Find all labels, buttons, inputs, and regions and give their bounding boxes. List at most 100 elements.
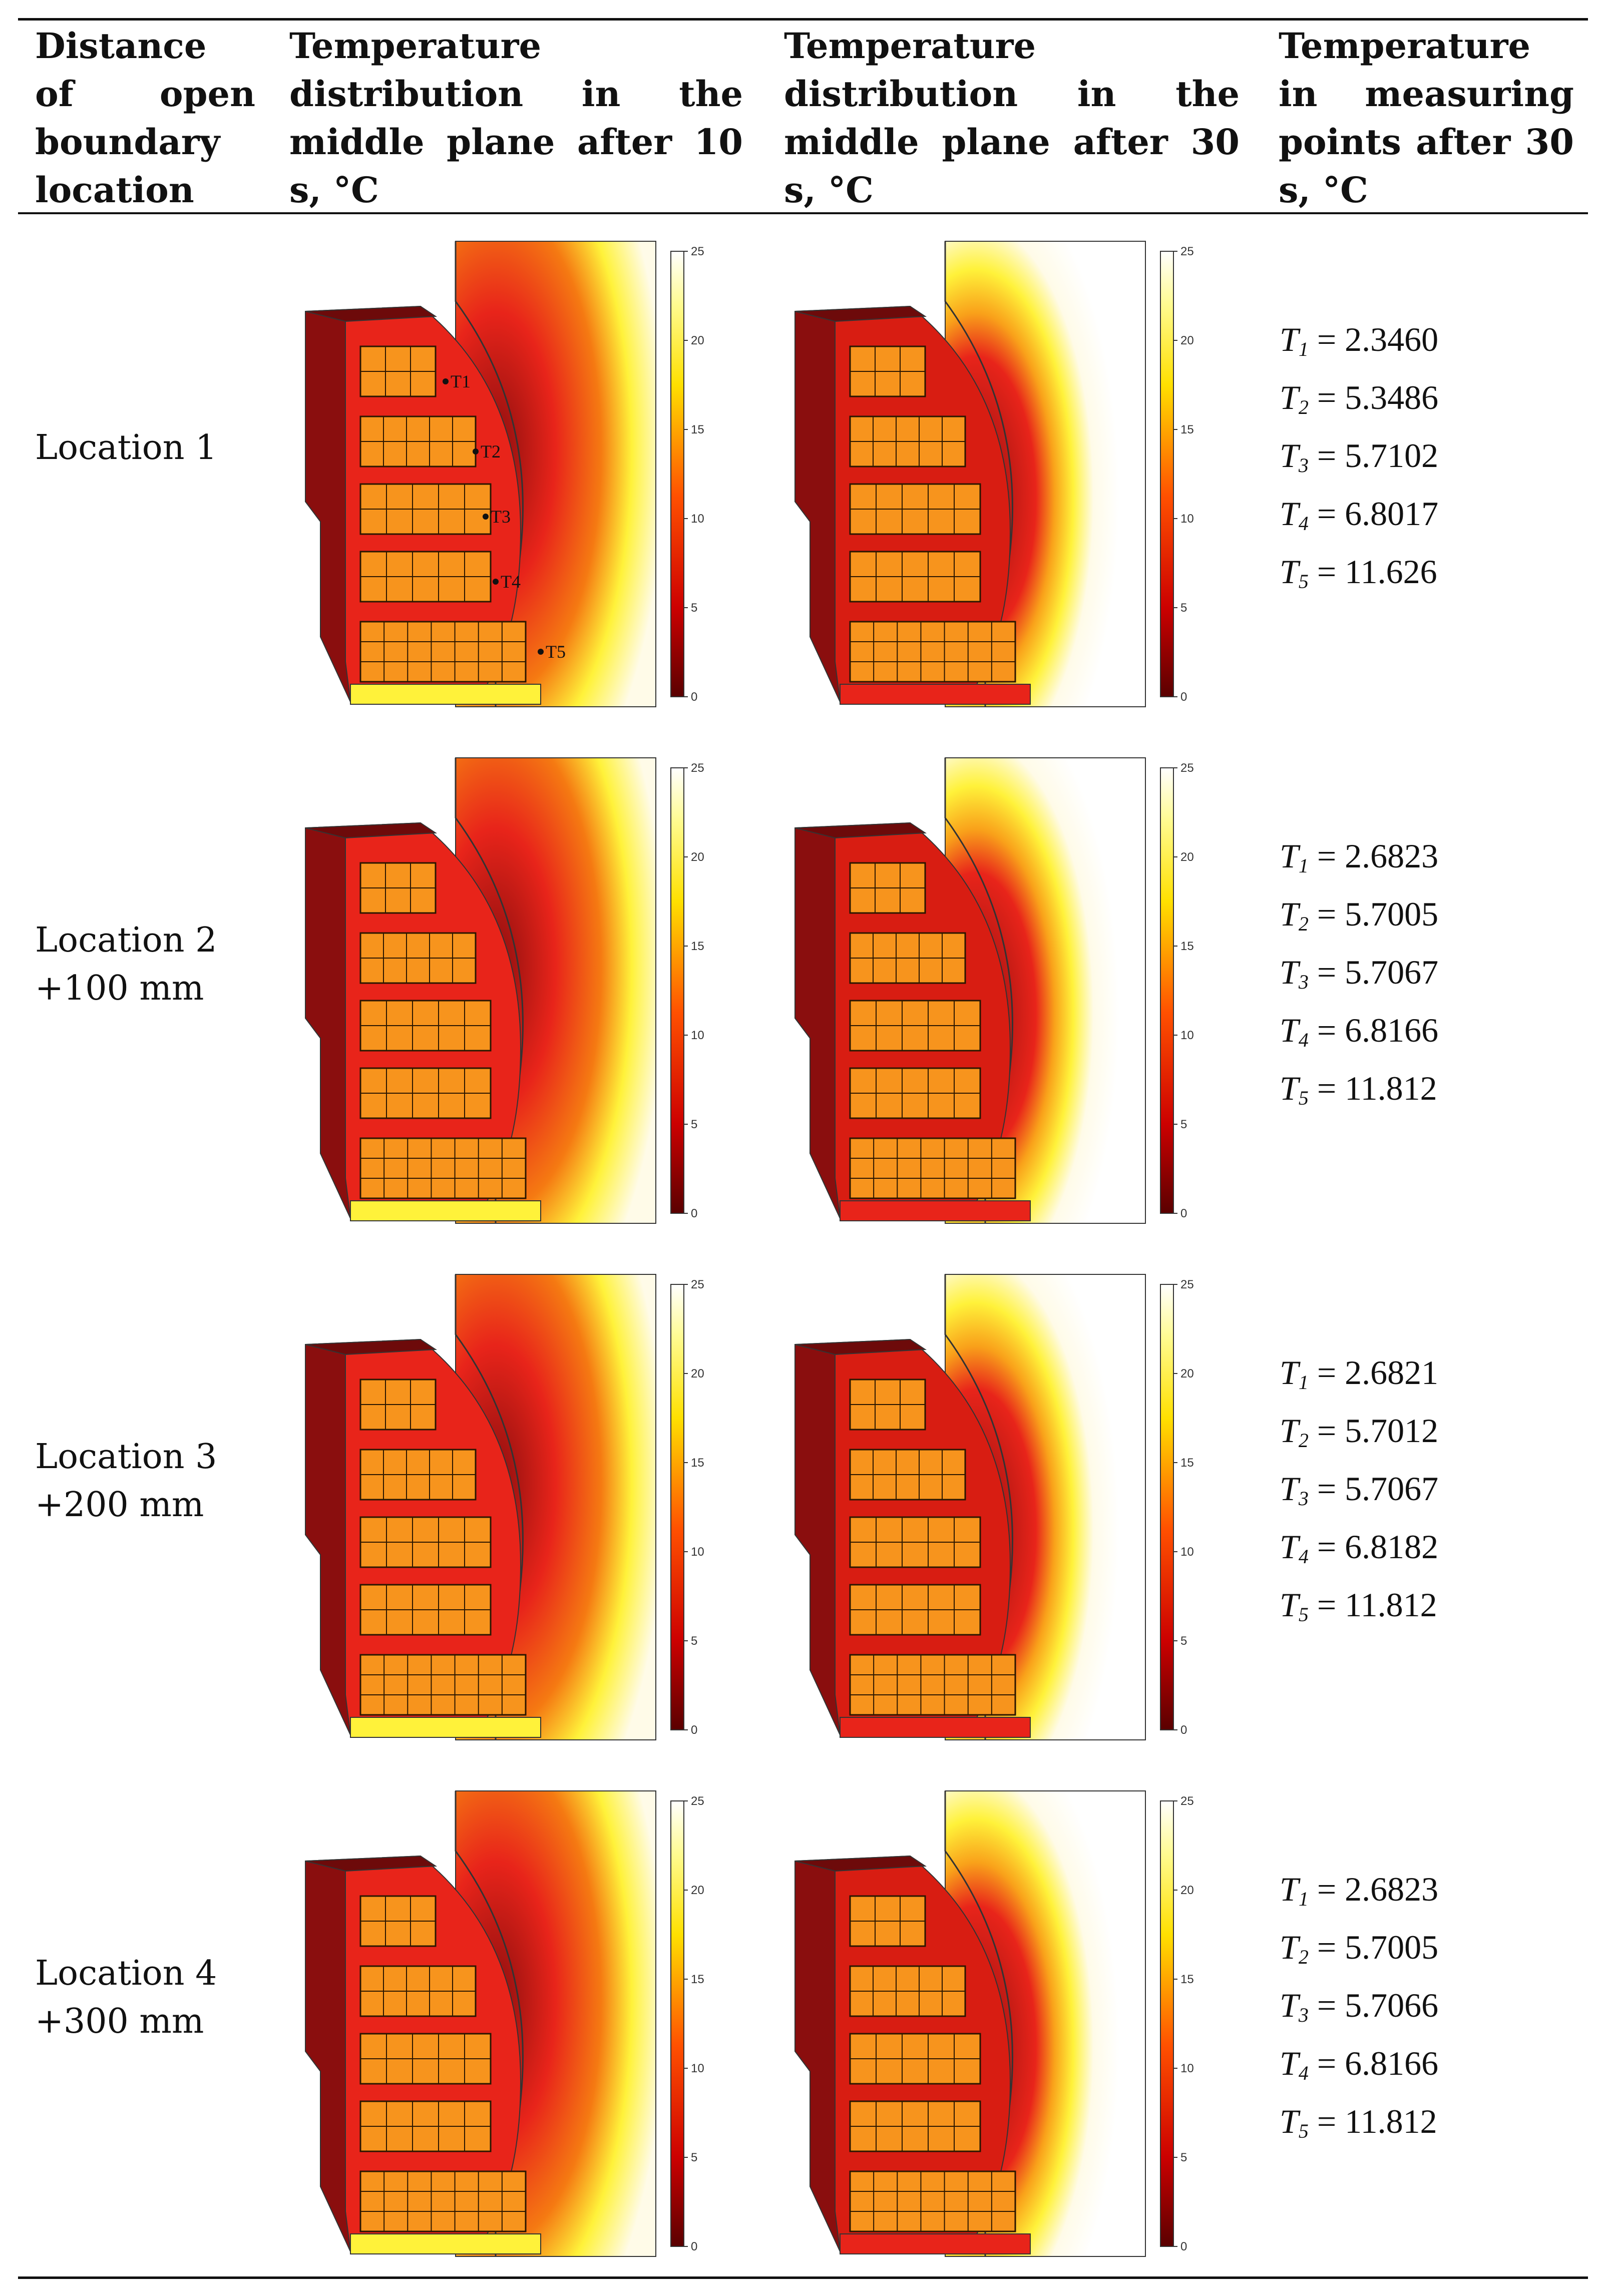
temperature-plot-10s: 0 5 10 15 20 25 xyxy=(305,1274,704,1740)
cabinet-top-wall xyxy=(305,822,438,839)
product-stack-2 xyxy=(849,415,966,468)
cabinet-top-wall xyxy=(794,822,927,839)
temp-reading: T3 = 5.7102 xyxy=(1280,436,1439,477)
cabinet-back-wall xyxy=(794,1861,841,2252)
product-stack-5 xyxy=(359,2170,527,2232)
product-stack-1 xyxy=(359,1379,437,1431)
temp-reading: T4 = 6.8166 xyxy=(1280,2044,1439,2084)
colorbar xyxy=(1160,1284,1174,1730)
temp-reading: T1 = 2.3460 xyxy=(1280,320,1439,360)
bottom-tray xyxy=(840,1200,1031,1221)
header-measuring-points: Temperature in measuring points after 30… xyxy=(1279,25,1574,211)
probe-point-1 xyxy=(443,378,449,384)
colorbar-tick-10: 10 xyxy=(691,2062,704,2075)
product-stack-3 xyxy=(849,1000,981,1052)
product-stack-4 xyxy=(359,1584,492,1636)
product-stack-4 xyxy=(849,1067,981,1119)
temp-reading: T5 = 11.812 xyxy=(1280,2102,1437,2142)
temp-reading: T1 = 2.6821 xyxy=(1280,1353,1439,1394)
cabinet-back-wall xyxy=(305,1344,351,1735)
colorbar-tick-10: 10 xyxy=(1180,1029,1194,1042)
colorbar-tick-25: 25 xyxy=(1180,245,1194,258)
colorbar-tick-5: 5 xyxy=(1180,1634,1187,1648)
location-offset: +300 mm xyxy=(35,2002,204,2041)
product-stack-3 xyxy=(359,1000,492,1052)
table-top-rule xyxy=(18,18,1588,21)
temperature-plot-30s: 0 5 10 15 20 25 xyxy=(794,241,1194,707)
colorbar-tick-25: 25 xyxy=(691,1278,704,1291)
colorbar xyxy=(1160,251,1174,697)
probe-point-4 xyxy=(493,579,499,585)
colorbar-tick-20: 20 xyxy=(1180,1884,1194,1897)
location-label: Location 4 +300 mm xyxy=(35,1950,217,2046)
colorbar-tick-20: 20 xyxy=(1180,334,1194,347)
probe-label-4: T4 xyxy=(501,572,521,592)
product-stack-1 xyxy=(359,862,437,914)
colorbar-tick-10: 10 xyxy=(1180,2062,1194,2075)
bottom-tray xyxy=(840,1717,1031,1738)
colorbar-tick-0: 0 xyxy=(691,1723,697,1737)
temperature-plot-30s: 0 5 10 15 20 25 xyxy=(794,1274,1194,1740)
temp-reading: T2 = 5.7005 xyxy=(1280,895,1439,935)
product-stack-4 xyxy=(359,2100,492,2152)
cabinet-top-wall xyxy=(305,1855,438,1872)
colorbar xyxy=(670,1800,684,2247)
product-stack-3 xyxy=(359,1516,492,1568)
location-offset: +200 mm xyxy=(35,1485,204,1525)
product-stack-2 xyxy=(359,1449,477,1501)
temp-reading: T5 = 11.812 xyxy=(1280,1586,1437,1626)
colorbar-tick-5: 5 xyxy=(691,1634,697,1648)
product-stack-4 xyxy=(359,551,492,603)
temperature-plot-30s: 0 5 10 15 20 25 xyxy=(794,757,1194,1224)
colorbar-tick-0: 0 xyxy=(691,690,697,704)
cabinet-back-wall xyxy=(794,311,841,702)
header-distance: Distance of open boundary location xyxy=(35,25,255,211)
product-stack-2 xyxy=(359,1965,477,2017)
temp-reading: T1 = 2.6823 xyxy=(1280,837,1439,877)
product-stack-1 xyxy=(849,862,926,914)
colorbar-tick-15: 15 xyxy=(1180,1456,1194,1470)
product-stack-5 xyxy=(849,1137,1016,1199)
colorbar-tick-5: 5 xyxy=(1180,2151,1187,2164)
probe-label-1: T1 xyxy=(451,371,471,391)
bottom-tray xyxy=(350,2233,541,2254)
location-name: Location 2 xyxy=(35,921,217,960)
colorbar-tick-15: 15 xyxy=(691,940,704,953)
cabinet-top-wall xyxy=(305,305,438,322)
temp-reading: T3 = 5.7066 xyxy=(1280,1986,1439,2026)
product-stack-4 xyxy=(849,1584,981,1636)
probe-label-3: T3 xyxy=(491,507,511,527)
colorbar-tick-0: 0 xyxy=(691,1207,697,1220)
header-temp-10s: Temperature distribution in the middle p… xyxy=(289,25,743,211)
probe-point-5 xyxy=(538,649,544,655)
colorbar-tick-5: 5 xyxy=(691,601,697,615)
probe-label-2: T2 xyxy=(481,441,501,462)
bottom-tray xyxy=(350,684,541,705)
colorbar-tick-20: 20 xyxy=(691,1884,704,1897)
product-stack-2 xyxy=(849,1449,966,1501)
colorbar-tick-5: 5 xyxy=(1180,1118,1187,1131)
colorbar-tick-5: 5 xyxy=(691,2151,697,2164)
colorbar xyxy=(670,1284,684,1730)
temp-reading: T5 = 11.626 xyxy=(1280,553,1437,593)
colorbar-tick-25: 25 xyxy=(691,761,704,775)
colorbar-tick-25: 25 xyxy=(691,245,704,258)
table-header-rule xyxy=(18,212,1588,214)
measuring-point-temps: T1 = 2.6823 T2 = 5.7005 T3 = 5.7067 T4 = 6.… xyxy=(1280,832,1438,1122)
colorbar-tick-10: 10 xyxy=(1180,512,1194,526)
location-offset: +100 mm xyxy=(35,969,204,1008)
location-name: Location 4 xyxy=(35,1954,217,1993)
cabinet-top-wall xyxy=(305,1338,438,1355)
colorbar-tick-0: 0 xyxy=(1180,2240,1187,2253)
product-stack-3 xyxy=(849,483,981,535)
bottom-tray xyxy=(840,684,1031,705)
measuring-point-temps: T1 = 2.3460 T2 = 5.3486 T3 = 5.7102 T4 = 6.… xyxy=(1280,315,1438,606)
temp-reading: T2 = 5.7005 xyxy=(1280,1928,1439,1968)
measuring-point-temps: T1 = 2.6823 T2 = 5.7005 T3 = 5.7066 T4 = 6.… xyxy=(1280,1865,1438,2155)
temperature-plot-10s: 0 5 10 15 20 25 xyxy=(305,757,704,1224)
colorbar-tick-10: 10 xyxy=(1180,1545,1194,1559)
product-stack-5 xyxy=(849,2170,1016,2232)
colorbar-tick-20: 20 xyxy=(1180,1367,1194,1381)
bottom-tray xyxy=(350,1200,541,1221)
product-stack-4 xyxy=(849,551,981,603)
